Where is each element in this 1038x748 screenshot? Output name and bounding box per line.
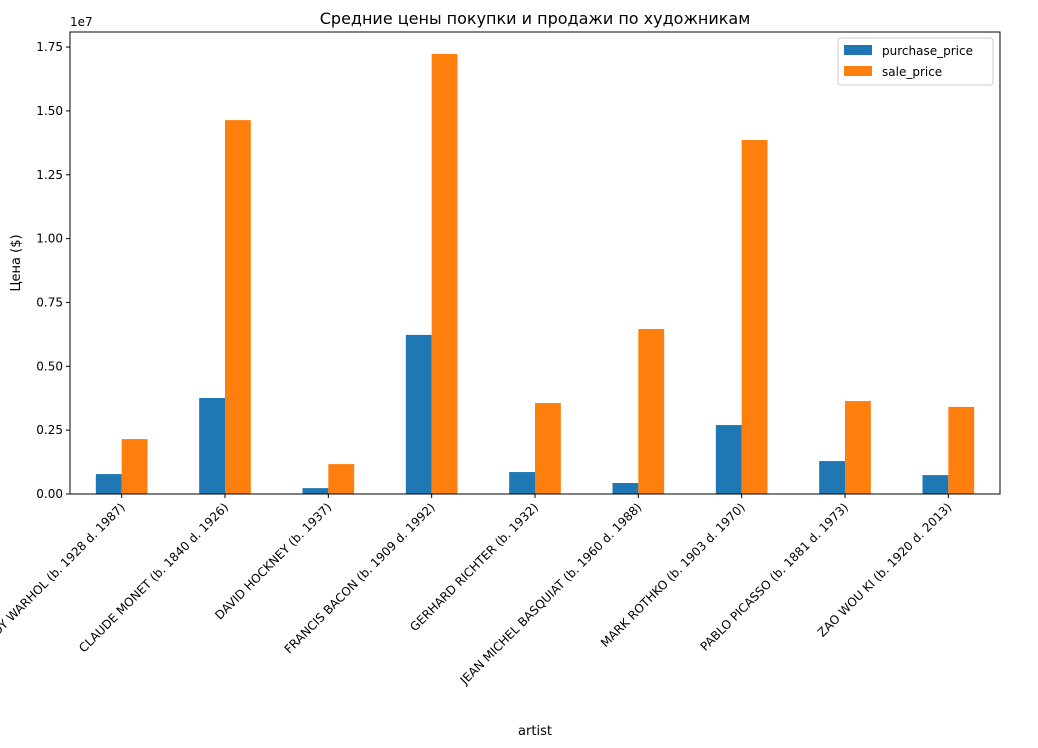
y-tick-label: 0.50 xyxy=(36,359,63,373)
y-tick-label: 1.00 xyxy=(36,232,63,246)
y-tick-label: 1.50 xyxy=(36,104,63,118)
x-tick-label: DAVID HOCKNEY (b. 1937) xyxy=(212,500,334,622)
bar-sale_price xyxy=(741,140,768,494)
bar-sale_price xyxy=(845,401,871,494)
bar-sale_price xyxy=(225,120,251,495)
y-tick-label: 1.75 xyxy=(36,40,63,54)
bar-purchase_price xyxy=(612,483,639,494)
bar-sale_price xyxy=(121,439,148,494)
x-axis-label: artist xyxy=(518,724,552,739)
bar-sale_price xyxy=(638,329,665,494)
y-tick-label: 0.00 xyxy=(36,487,63,501)
bar-purchase_price xyxy=(199,397,225,494)
legend-frame xyxy=(837,37,994,86)
bar-purchase_price xyxy=(95,474,122,494)
bar-purchase_price xyxy=(819,461,845,494)
bar-sale_price xyxy=(535,403,561,494)
y-tick-label: 0.75 xyxy=(36,295,63,309)
y-tick-label: 1.25 xyxy=(36,168,63,182)
legend-swatch xyxy=(844,45,872,55)
y-offset-label: 1e7 xyxy=(70,15,93,29)
y-axis-label: Цена ($) xyxy=(9,234,24,291)
bar-sale_price xyxy=(328,464,355,494)
bar-sale_price xyxy=(431,53,458,495)
legend: purchase_price sale_price xyxy=(837,37,994,86)
bar-purchase_price xyxy=(715,425,742,494)
plot-frame xyxy=(69,31,1001,495)
bar-purchase_price xyxy=(509,472,535,494)
legend-label: purchase_price xyxy=(882,44,973,58)
bar-purchase_price xyxy=(405,334,432,494)
bar-purchase_price xyxy=(302,488,329,494)
chart-title: Средние цены покупки и продажи по художн… xyxy=(320,9,751,28)
x-tick-label: JEAN MICHEL BASQUIAT (b. 1960 d. 1988) xyxy=(457,500,645,688)
y-tick-label: 0.25 xyxy=(36,423,63,437)
legend-label: sale_price xyxy=(882,65,942,79)
bar-purchase_price xyxy=(922,475,949,494)
legend-swatch xyxy=(844,66,872,76)
bar-sale_price xyxy=(948,406,975,494)
